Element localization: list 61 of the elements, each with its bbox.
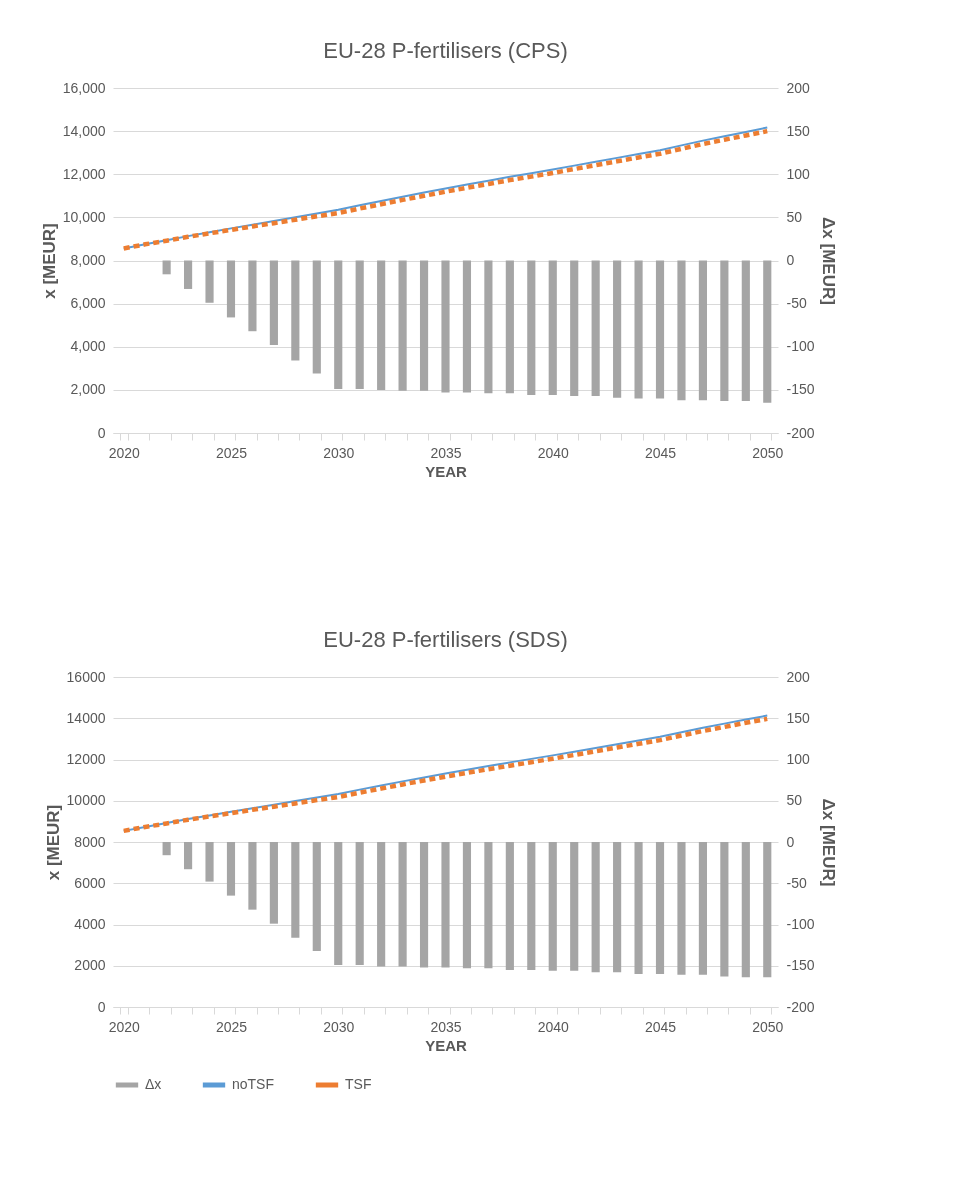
x-tick-label: 2025 <box>215 444 248 461</box>
x-tick-label: 2035 <box>430 1018 462 1035</box>
y2-tick-label: 150 <box>786 122 811 139</box>
y-tick-label: 6,000 <box>70 295 106 312</box>
x-tick-label: 2045 <box>644 1018 677 1035</box>
x-tick-label: 2030 <box>323 444 355 461</box>
y-tick-label: 10000 <box>66 792 106 809</box>
x-tick-label: 2020 <box>108 1018 141 1035</box>
y-tick-label: 0 <box>97 424 106 441</box>
y-axis-title: x [MEUR] <box>43 804 63 881</box>
x-tick-label: 2030 <box>323 1018 355 1035</box>
y2-tick-label: -100 <box>786 338 815 355</box>
x-tick-label: 2050 <box>752 1018 784 1035</box>
y2-tick-label: 150 <box>786 709 811 726</box>
y2-tick-label: 50 <box>786 208 803 225</box>
y-tick-label: 8,000 <box>70 252 106 268</box>
y-tick-label: 14,000 <box>62 122 106 139</box>
y2-tick-label: 200 <box>786 668 811 685</box>
y2-axis-title: Δx [MEUR] <box>818 798 838 887</box>
chart-title: EU-28 P-fertilisers (CPS) <box>323 38 568 63</box>
y2-tick-label: -150 <box>786 957 815 974</box>
y2-tick-label: 0 <box>786 252 795 268</box>
y-tick-label: 4,000 <box>70 338 106 355</box>
x-tick-label: 2040 <box>537 444 570 461</box>
x-tick-label: 2020 <box>108 444 141 461</box>
legend-label: TSF <box>345 1076 372 1092</box>
y-tick-label: 6000 <box>74 874 106 891</box>
y-tick-label: 4000 <box>74 916 106 932</box>
y2-tick-label: 200 <box>786 79 811 96</box>
chart-title: EU-28 P-fertilisers (SDS) <box>323 627 568 652</box>
x-axis-title: YEAR <box>425 462 467 480</box>
x-tick-label: 2050 <box>752 444 784 461</box>
legend-label: Δx <box>145 1076 162 1092</box>
x-tick-label: 2045 <box>644 444 677 461</box>
y-tick-label: 12,000 <box>62 165 106 182</box>
y2-tick-label: 100 <box>786 751 811 767</box>
y-tick-label: 12000 <box>66 751 106 767</box>
y2-tick-label: -50 <box>786 874 807 891</box>
y2-tick-label: -50 <box>786 295 807 312</box>
legend-label: noTSF <box>232 1076 275 1092</box>
y-tick-label: 2000 <box>74 957 106 974</box>
y2-tick-label: 50 <box>786 792 803 809</box>
y-tick-label: 8000 <box>74 833 106 850</box>
y2-tick-label: -150 <box>786 381 815 398</box>
y-tick-label: 0 <box>97 998 106 1015</box>
x-axis-title: YEAR <box>425 1036 467 1054</box>
y-tick-label: 2,000 <box>70 381 106 398</box>
y-tick-label: 14000 <box>66 709 106 726</box>
y-axis-title: x [MEUR] <box>39 223 59 299</box>
y-tick-label: 10,000 <box>62 208 106 225</box>
x-tick-label: 2040 <box>537 1018 570 1035</box>
x-tick-label: 2035 <box>430 444 462 461</box>
y2-tick-label: 0 <box>786 833 795 850</box>
y-tick-label: 16000 <box>66 668 106 685</box>
y2-tick-label: -200 <box>786 424 815 441</box>
y2-axis-title: Δx [MEUR] <box>818 217 838 305</box>
y-tick-label: 16,000 <box>62 79 106 96</box>
x-tick-label: 2025 <box>215 1018 248 1035</box>
y2-tick-label: -200 <box>786 998 815 1015</box>
y2-tick-label: -100 <box>786 916 815 932</box>
y2-tick-label: 100 <box>786 165 811 182</box>
